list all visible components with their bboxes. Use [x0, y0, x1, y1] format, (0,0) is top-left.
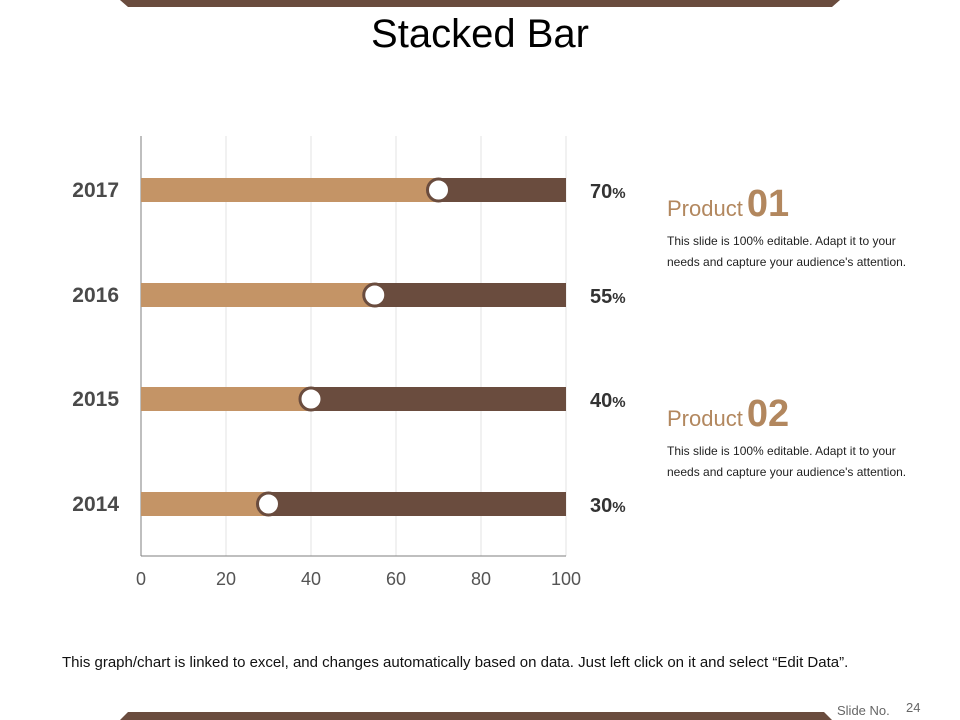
bar-2016-series-2[interactable]: [374, 283, 566, 307]
slide-number-label: Slide No.: [837, 703, 890, 718]
value-label-suffix-2017: %: [612, 185, 625, 202]
slide-title: Stacked Bar: [371, 12, 589, 56]
value-label-number-2017: 70: [590, 181, 612, 203]
marker-2014[interactable]: [256, 491, 281, 517]
value-label-number-2014: 30: [590, 495, 612, 517]
value-label-2016: 55%: [590, 286, 626, 308]
x-tick-label-100: 100: [551, 569, 581, 589]
footer-note: This graph/chart is linked to excel, and…: [62, 654, 849, 671]
product-01-heading: Product 01: [667, 185, 937, 223]
product-02-word: Product: [667, 406, 743, 431]
value-label-suffix-2015: %: [612, 394, 625, 411]
top-decorative-band: [120, 0, 840, 7]
bar-2014-series-2[interactable]: [268, 492, 567, 516]
value-label-2017: 70%: [590, 181, 626, 203]
bar-2017-series-2[interactable]: [438, 178, 567, 202]
marker-2016[interactable]: [362, 282, 388, 308]
product-01-word: Product: [667, 196, 743, 221]
value-label-number-2016: 55: [590, 286, 612, 308]
category-label-2016: 2016: [72, 284, 119, 307]
product-01-description: This slide is 100% editable. Adapt it to…: [667, 234, 907, 269]
product-02-number: 02: [746, 393, 790, 435]
product-02-block: Product 02 This slide is 100% editable. A…: [667, 395, 937, 483]
value-label-suffix-2016: %: [612, 290, 625, 307]
product-02-heading: Product 02: [667, 395, 937, 433]
x-tick-label-80: 80: [471, 569, 491, 589]
category-label-2015: 2015: [72, 388, 119, 411]
bar-2016-series-1[interactable]: [141, 283, 375, 307]
product-01-block: Product 01 This slide is 100% editable. A…: [667, 185, 937, 273]
value-label-number-2015: 40: [590, 390, 612, 412]
marker-2017[interactable]: [426, 177, 451, 203]
product-02-description: This slide is 100% editable. Adapt it to…: [667, 444, 907, 479]
value-label-2015: 40%: [590, 390, 626, 412]
value-label-suffix-2014: %: [612, 499, 625, 516]
x-tick-label-20: 20: [216, 569, 236, 589]
slide-number-value: 24: [906, 700, 921, 715]
bar-2015-series-2[interactable]: [311, 387, 566, 411]
category-label-2017: 2017: [72, 179, 119, 202]
product-01-number: 01: [746, 183, 790, 225]
category-label-2014: 2014: [72, 493, 119, 516]
bar-2014-series-1[interactable]: [141, 492, 269, 516]
bar-2017-series-1[interactable]: [141, 178, 439, 202]
x-tick-label-40: 40: [301, 569, 321, 589]
x-tick-label-0: 0: [136, 569, 146, 589]
bottom-decorative-band: [120, 712, 832, 720]
marker-2015[interactable]: [298, 386, 324, 412]
value-label-2014: 30%: [590, 495, 626, 517]
x-tick-label-60: 60: [386, 569, 406, 589]
bar-2015-series-1[interactable]: [141, 387, 311, 411]
